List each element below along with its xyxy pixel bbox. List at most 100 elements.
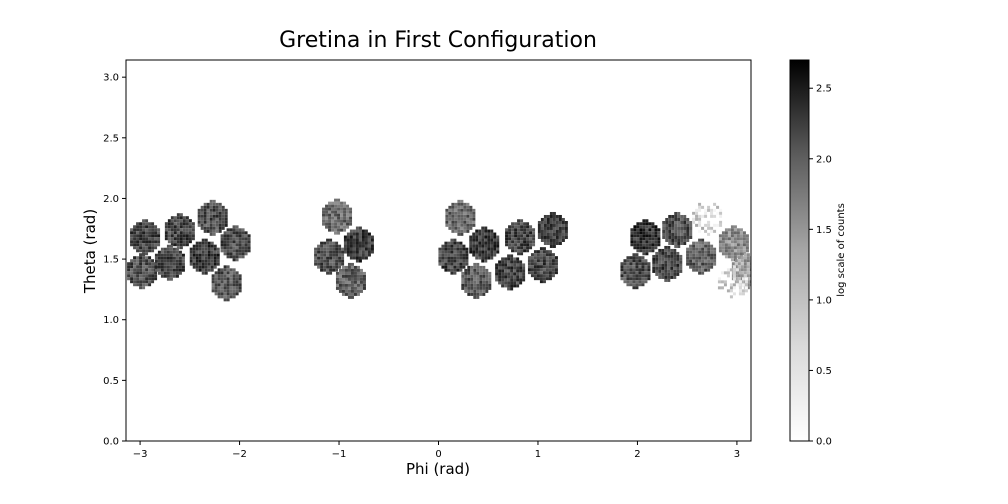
heatmap-cell [175,265,179,269]
heatmap-cell [479,271,483,275]
heatmap-cell [739,243,743,247]
heatmap-cell [647,262,651,266]
heatmap-cell [198,262,202,266]
heatmap-cell [475,250,479,254]
heatmap-cell [677,238,681,242]
heatmap-cell [545,277,549,281]
heatmap-cell [671,238,675,242]
heatmap-cell [674,226,678,230]
heatmap-cell [735,280,739,284]
heatmap-cell [514,237,518,241]
heatmap-cell [511,231,515,235]
heatmap-cell [727,228,731,232]
heatmap-cell [759,274,762,277]
heatmap-cell [739,228,743,232]
heatmap-cell [629,256,633,260]
heatmap-cell [335,250,339,254]
heatmap-cell [673,263,677,267]
heatmap-cell [707,256,711,260]
heatmap-cell [173,243,177,247]
heatmap-cell [686,229,690,233]
heatmap-cell [472,217,476,221]
heatmap-cell [651,228,655,232]
heatmap-cell [331,213,335,217]
heatmap-cell [645,231,649,235]
heatmap-cell [472,247,476,251]
heatmap-cell [226,283,230,287]
heatmap-cell [490,238,494,242]
heatmap-cell [229,292,233,296]
heatmap-cell [223,243,227,247]
heatmap-cell [689,226,693,230]
heatmap-cell [478,232,482,236]
heatmap-cell [167,234,171,238]
y-axis-ticks: 0.00.51.01.52.02.53.0 [103,73,126,448]
heatmap-cell [652,254,656,258]
heatmap-cell [648,249,652,253]
heatmap-cell [364,232,368,236]
heatmap-cell [543,226,547,230]
heatmap-cell [558,220,562,224]
heatmap-cell [484,226,488,230]
heatmap-cell [683,220,687,224]
heatmap-cell [558,241,562,245]
heatmap-cell [626,256,630,260]
heatmap-cell [674,244,678,248]
heatmap-cell [636,228,640,232]
heatmap-cell [438,262,442,266]
heatmap-cell [215,229,219,233]
heatmap-cell [170,237,174,241]
heatmap-cell [543,223,547,227]
heatmap-cell [671,235,675,239]
heatmap-cell [179,222,183,226]
heatmap-cell [172,265,176,269]
heatmap-cell [740,262,744,266]
heatmap-cell [461,286,465,290]
heatmap-cell [195,259,199,263]
heatmap-cell [133,265,137,269]
heatmap-cell [232,225,236,229]
heatmap-cell [326,244,330,248]
heatmap-cell [320,247,324,251]
heatmap-cell [164,237,168,241]
heatmap-cell [658,263,662,267]
heatmap-cell [198,253,202,257]
heatmap-cell [542,253,546,257]
heatmap-cell [448,217,452,221]
heatmap-cell [182,243,186,247]
heatmap-cell [495,275,499,279]
heatmap-cell [667,269,671,273]
heatmap-cell [223,295,227,299]
heatmap-cell [542,274,546,278]
heatmap-cell [633,225,637,229]
heatmap-cell [710,214,714,218]
heatmap-cell [170,225,174,229]
heatmap-cell [526,240,530,244]
heatmap-cell [229,280,233,284]
heatmap-cell [175,256,179,260]
heatmap-cell [756,274,759,277]
heatmap-cell [511,240,515,244]
heatmap-cell [501,263,505,267]
heatmap-cell [355,256,359,260]
heatmap-cell [641,283,645,287]
heatmap-cell [724,240,728,244]
heatmap-cell [744,286,748,290]
heatmap-cell [235,271,239,275]
heatmap-cell [210,250,214,254]
heatmap-cell [561,220,565,224]
heatmap-cell [638,274,642,278]
heatmap-cell [456,253,460,257]
heatmap-cell [661,269,665,273]
heatmap-cell [344,280,348,284]
heatmap-cell [448,208,452,212]
detector-patch [322,198,353,235]
heatmap-cell [505,228,509,232]
heatmap-cell [481,259,485,263]
heatmap-cell [358,256,362,260]
heatmap-cell [157,234,161,238]
heatmap-cell [334,225,338,229]
heatmap-cell [223,277,227,281]
heatmap-cell [516,263,520,267]
heatmap-cell [314,253,318,257]
